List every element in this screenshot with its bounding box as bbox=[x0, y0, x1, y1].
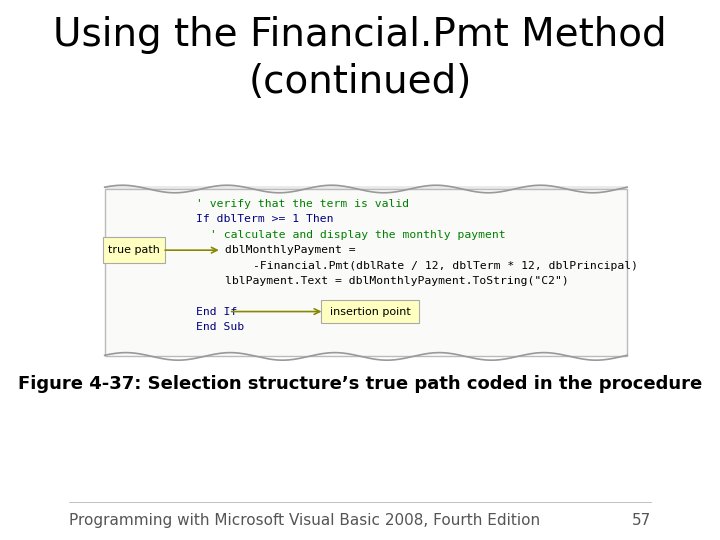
Text: dblMonthlyPayment =: dblMonthlyPayment = bbox=[225, 245, 355, 255]
Text: insertion point: insertion point bbox=[330, 307, 411, 316]
Text: 57: 57 bbox=[631, 513, 651, 528]
Text: Programming with Microsoft Visual Basic 2008, Fourth Edition: Programming with Microsoft Visual Basic … bbox=[69, 513, 540, 528]
FancyBboxPatch shape bbox=[103, 237, 166, 263]
Text: End If: End If bbox=[196, 307, 238, 316]
Text: ' calculate and display the monthly payment: ' calculate and display the monthly paym… bbox=[210, 230, 506, 240]
Text: Using the Financial.Pmt Method
(continued): Using the Financial.Pmt Method (continue… bbox=[53, 16, 667, 101]
Text: lblPayment.Text = dblMonthlyPayment.ToString("C2"): lblPayment.Text = dblMonthlyPayment.ToSt… bbox=[225, 276, 568, 286]
Text: End Sub: End Sub bbox=[196, 322, 244, 332]
Text: ' verify that the term is valid: ' verify that the term is valid bbox=[196, 199, 409, 209]
Text: Figure 4-37: Selection structure’s true path coded in the procedure: Figure 4-37: Selection structure’s true … bbox=[18, 375, 702, 393]
Text: If dblTerm >= 1 Then: If dblTerm >= 1 Then bbox=[196, 214, 333, 225]
FancyBboxPatch shape bbox=[321, 300, 419, 323]
Text: -Financial.Pmt(dblRate / 12, dblTerm * 12, dblPrincipal): -Financial.Pmt(dblRate / 12, dblTerm * 1… bbox=[253, 260, 638, 271]
FancyBboxPatch shape bbox=[104, 189, 627, 356]
Text: true path: true path bbox=[108, 245, 160, 255]
FancyBboxPatch shape bbox=[104, 186, 627, 191]
